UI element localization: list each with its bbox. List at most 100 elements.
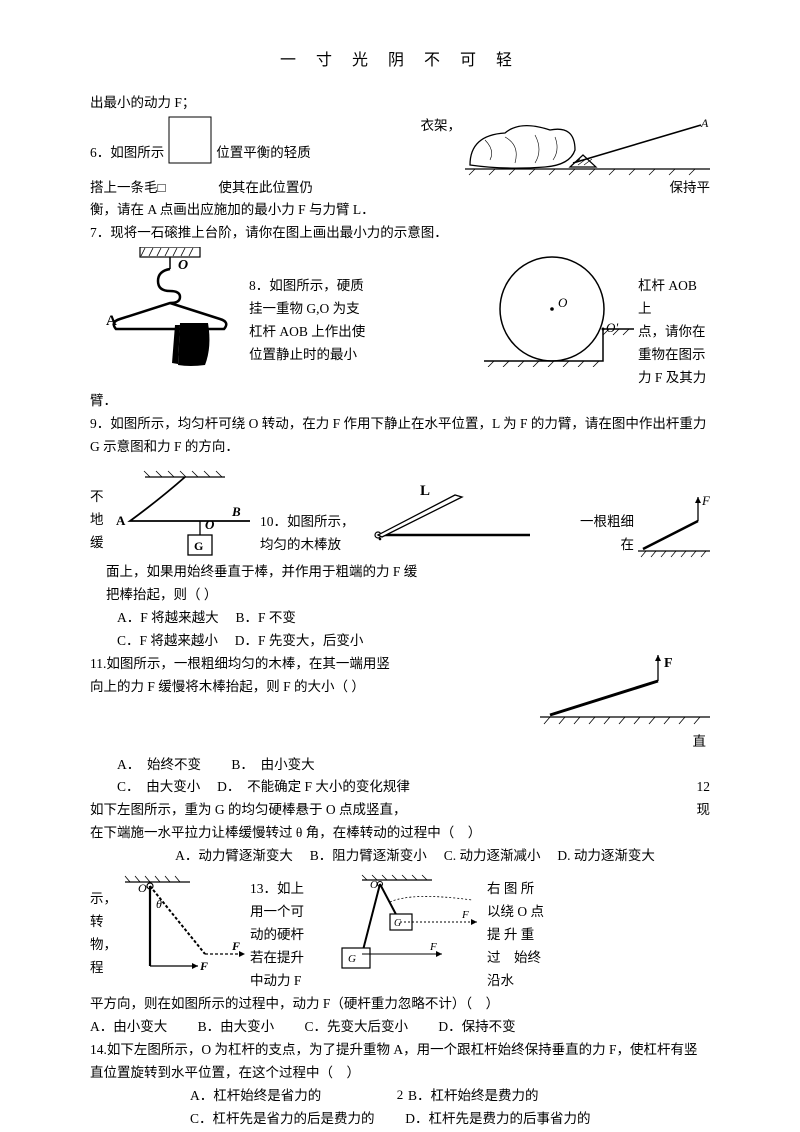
svg-text:F: F — [461, 909, 469, 921]
q7-text: 7．现将一石磙推上台阶，请你在图上画出最小力的示意图． — [90, 222, 710, 245]
q11-line1tail: 直 — [693, 731, 707, 754]
plank-f-figure: F — [540, 653, 710, 731]
q14-line1: 14.如下左图所示，O 为杠杆的支点，为了提升重物 A，用一个跟杠杆始终保持垂直… — [90, 1039, 710, 1085]
q10-mid3: 面上，如果用始终垂直于棒，并作用于粗端的力 F 缓 — [90, 561, 710, 584]
q8-3b: 重物在图示 — [638, 344, 710, 367]
svg-text:A: A — [116, 513, 126, 528]
q13-c3-4: 沿水 — [487, 970, 710, 993]
q12-line2: 在下端施一水平拉力让棒缓慢转过 θ 角，在棒转动的过程中（ ） — [90, 822, 710, 845]
page-number: 2 — [397, 1085, 404, 1106]
q13-c2-3: 若在提升 — [250, 947, 322, 970]
q8-3a: 杠杆 AOB 上作出使 — [249, 321, 365, 344]
svg-text:L: L — [420, 483, 430, 499]
q11-opta: A． 始终不变 — [117, 757, 201, 772]
q13-c2-0: 13．如上 — [250, 878, 322, 901]
svg-text:G: G — [394, 918, 401, 929]
q12-optd: D. 动力逐渐变大 — [557, 848, 655, 863]
incline-f-figure: F — [638, 491, 710, 561]
q8-1b: 杠杆 AOB 上 — [638, 275, 710, 321]
q6-text-1a: 6．如图所示 — [90, 142, 164, 165]
q12-line1tail: 现 — [697, 799, 711, 822]
q6-text-2b: 使其在此位置仍 — [218, 180, 313, 195]
q12-line1: 如下左图所示，重为 G 的均匀硬棒悬于 O 点成竖直， — [90, 802, 407, 817]
q6-text-1b: 位置平衡的轻质 — [216, 142, 311, 165]
q11-optb: B． 由小变大 — [231, 757, 314, 772]
q10-left1: 不 — [90, 486, 110, 509]
q11-tail12: 12 — [697, 776, 711, 799]
q13-c3-3: 过 始终 — [487, 947, 710, 970]
q10-left3: 缓 — [90, 532, 110, 555]
q10-mid1a: 10．如图所示， — [260, 511, 360, 534]
q8-4a: 位置静止时的最小 — [249, 344, 357, 367]
q11-line1: 11.如图所示，一根粗细均匀的木棒，在其一端用竖 — [90, 656, 390, 671]
svg-text:O: O — [370, 879, 378, 891]
l-stick-figure: L — [360, 483, 535, 561]
q13-optd: D．保持不变 — [438, 1019, 515, 1034]
q10-optc: C．F 将越来越小 — [117, 633, 218, 648]
q11-optc: C． 由大变小 — [117, 779, 200, 794]
q14-opta: A．杠杆始终是省力的 — [190, 1088, 321, 1103]
q9-text: 9．如图所示，均匀杆可绕 O 转动，在力 F 作用下静止在水平位置，L 为 F … — [90, 413, 710, 459]
q10-mid1b: 一根粗细 — [535, 511, 634, 534]
q8-2b: 点，请你在 — [638, 321, 710, 344]
q6-text-2a: 搭上一条毛□ — [90, 180, 166, 195]
svg-text:F: F — [231, 939, 240, 953]
svg-text:F: F — [199, 959, 208, 973]
q8-2a: 挂一重物 G,O 为支 — [249, 298, 360, 321]
svg-text:O: O — [205, 517, 215, 532]
svg-text:A: A — [700, 116, 709, 130]
q6-text-2c: 保持平 — [670, 177, 711, 200]
q13-c2-2: 动的硬杆 — [250, 924, 322, 947]
q6-text-1c: 衣架， — [421, 115, 462, 138]
circle-step-figure: O O' — [484, 247, 634, 367]
svg-text:F: F — [701, 493, 710, 508]
pulley-lift-figure: O G F G F — [322, 874, 487, 982]
beam-g-figure: A B O G — [110, 469, 260, 561]
q8-4b: 力 F 及其力 — [638, 367, 710, 390]
q6-text-3: 衡，请在 A 点画出应施加的最小力 F 与力臂 L． — [90, 199, 710, 222]
q14-optc: C．杠杆先是省力的后是费力的 — [190, 1111, 375, 1126]
q13-c3-2: 提 升 重 — [487, 924, 710, 947]
svg-text:O': O' — [606, 320, 618, 335]
q14-optb: B．杠杆始终是费力的 — [408, 1088, 539, 1103]
page-header: 一 寸 光 阴 不 可 轻 — [90, 48, 710, 74]
q13-c1-0: 示， — [90, 888, 120, 911]
q13-optc: C．先变大后变小 — [305, 1019, 409, 1034]
q10-mid4: 把棒抬起，则（ ） — [90, 584, 710, 607]
q13-c1-1: 转 — [90, 911, 120, 934]
q13-opta: A．由小变大 — [90, 1019, 167, 1034]
q11-optd: D． 不能确定 F 大小的变化规律 — [217, 779, 410, 794]
svg-text:O: O — [558, 295, 568, 310]
svg-text:F: F — [664, 656, 673, 671]
q13-c2-4: 中动力 F — [250, 970, 322, 993]
q12-opta: A．动力臂逐渐变大 — [175, 848, 293, 863]
small-box-figure — [166, 115, 214, 165]
svg-text:G: G — [194, 539, 203, 553]
q13-line: 平方向，则在如图所示的过程中，动力 F（硬杆重力忽略不计）（ ） — [90, 993, 710, 1016]
q10-mid2b: 在 — [535, 534, 634, 557]
svg-text:B: B — [231, 504, 241, 519]
svg-text:O: O — [178, 258, 188, 273]
q5-tail: 出最小的动力 F； — [90, 92, 710, 115]
hanger-figure: O A — [90, 247, 245, 367]
q12-optc: C. 动力逐渐减小 — [444, 848, 541, 863]
q13-c1-3: 程 — [90, 957, 120, 980]
q11-line2: 向上的力 F 缓慢将木棒抬起，则 F 的大小（ ） — [90, 679, 365, 694]
svg-text:F: F — [429, 941, 437, 953]
q13-c2-1: 用一个可 — [250, 901, 322, 924]
q13-c3-1: 以绕 O 点 — [487, 901, 710, 924]
q13-c3-0: 右 图 所 — [487, 878, 710, 901]
svg-text:θ: θ — [156, 897, 162, 911]
q10-optd: D．F 先变大，后变小 — [235, 633, 364, 648]
q13-c1-2: 物， — [90, 934, 120, 957]
rock-lever-figure: A — [465, 115, 710, 177]
q12-optb: B．阻力臂逐渐变小 — [310, 848, 427, 863]
q10-optb: B．F 不变 — [236, 610, 296, 625]
q8-1a: 8．如图所示，硬质 — [249, 275, 364, 298]
q14-optd: D．杠杆先是费力的后事省力的 — [405, 1111, 590, 1126]
svg-text:A: A — [106, 313, 117, 329]
q10-mid2a: 均匀的木棒放 — [260, 534, 360, 557]
q13-optb: B．由大变小 — [198, 1019, 275, 1034]
q10-left2: 地 — [90, 509, 110, 532]
q8-tail: 臂． — [90, 390, 710, 413]
